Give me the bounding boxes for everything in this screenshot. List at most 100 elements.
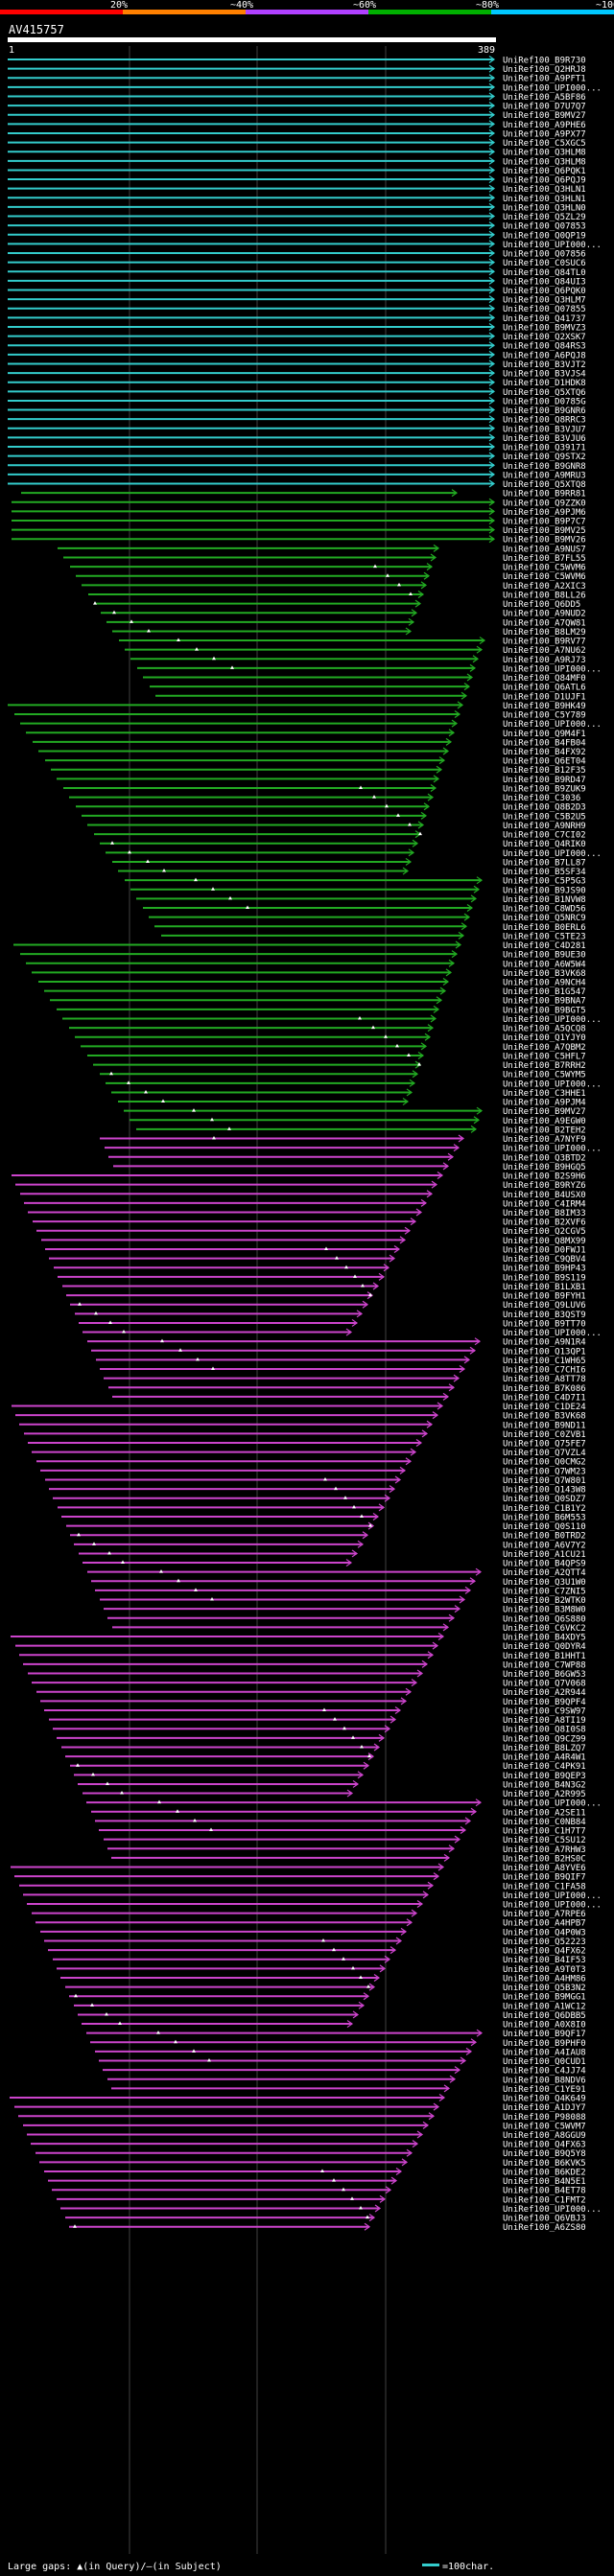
bar-end-arrow bbox=[449, 2075, 457, 2083]
hit-label: UniRef100_B9MV25 bbox=[503, 526, 586, 536]
bar-end-arrow bbox=[431, 1180, 438, 1189]
hit-label: UniRef100_A7RPE6 bbox=[503, 1910, 586, 1919]
hit-label: UniRef100_UPI000... bbox=[503, 83, 602, 93]
bar-end-arrow bbox=[433, 1005, 440, 1013]
hit-label: UniRef100_C9SW97 bbox=[503, 1706, 586, 1716]
legend-color-5 bbox=[491, 10, 614, 14]
legend-label-5: ~100% bbox=[596, 0, 614, 11]
bar-end-arrow bbox=[439, 986, 447, 995]
query-gap-marker bbox=[332, 2178, 336, 2182]
hit-label: UniRef100_Q1YJY0 bbox=[503, 1033, 586, 1043]
hit-label: UniRef100_Q6ET04 bbox=[503, 757, 586, 767]
hit-label: UniRef100_Q8MX99 bbox=[503, 1237, 586, 1246]
hit-label: UniRef100_A7QBM2 bbox=[503, 1043, 586, 1053]
hit-label: UniRef100_A1CU21 bbox=[503, 1550, 586, 1560]
bar-end-arrow bbox=[488, 156, 496, 165]
hit-label: UniRef100_B9HP43 bbox=[503, 1265, 586, 1274]
hit-label: UniRef100_C1WH65 bbox=[503, 1357, 586, 1366]
hit-label: UniRef100_B7LL87 bbox=[503, 858, 586, 868]
hit-label: UniRef100_B9MGG1 bbox=[503, 1993, 586, 2003]
bar-end-arrow bbox=[412, 2140, 419, 2148]
bar-end-arrow bbox=[469, 1577, 477, 1586]
bar-end-arrow bbox=[453, 1144, 460, 1152]
hit-label: UniRef100_C3HHE1 bbox=[503, 1089, 586, 1099]
bar-end-arrow bbox=[422, 2121, 430, 2129]
hit-label: UniRef100_UPI000... bbox=[503, 1015, 602, 1025]
bar-end-arrow bbox=[379, 1964, 387, 1973]
hit-label: UniRef100_Q3BTD2 bbox=[503, 1153, 586, 1163]
bar-end-arrow bbox=[427, 793, 435, 801]
hit-label: UniRef100_C5WVM6 bbox=[503, 572, 586, 582]
hit-label: UniRef100_C5TE23 bbox=[503, 932, 586, 941]
hit-label: UniRef100_Q07853 bbox=[503, 222, 586, 232]
hit-label: UniRef100_C1DE24 bbox=[503, 1403, 586, 1412]
query-gap-marker bbox=[386, 573, 390, 577]
bar-end-arrow bbox=[488, 452, 496, 460]
bar-end-arrow bbox=[411, 1679, 418, 1687]
query-gap-marker bbox=[106, 1781, 109, 1785]
hit-label: UniRef100_B0ERL6 bbox=[503, 923, 586, 933]
bar-end-arrow bbox=[469, 663, 477, 672]
bar-end-arrow bbox=[488, 470, 496, 478]
query-gap-marker bbox=[211, 1366, 215, 1371]
bar-end-arrow bbox=[488, 276, 496, 285]
hit-label: UniRef100_C3036 bbox=[503, 794, 580, 803]
hit-label: UniRef100_B9RR81 bbox=[503, 490, 586, 499]
query-gap-marker bbox=[344, 1265, 348, 1269]
legend-color-4 bbox=[368, 10, 491, 14]
hit-label: UniRef100_A9RJ73 bbox=[503, 656, 586, 665]
query-gap-marker bbox=[246, 905, 249, 910]
bar-end-arrow bbox=[488, 341, 496, 350]
hit-label: UniRef100_C1YE91 bbox=[503, 2085, 586, 2095]
hit-label: UniRef100_A9PHE6 bbox=[503, 121, 586, 130]
bar-end-arrow bbox=[488, 332, 496, 340]
bar-end-arrow bbox=[432, 1411, 439, 1420]
bar-end-arrow bbox=[488, 406, 496, 414]
bar-end-arrow bbox=[362, 1531, 369, 1540]
bar-end-arrow bbox=[345, 1559, 353, 1567]
bar-end-arrow bbox=[423, 571, 431, 580]
bar-end-arrow bbox=[488, 82, 496, 91]
query-gap-marker bbox=[192, 1108, 196, 1112]
bar-end-arrow bbox=[426, 563, 434, 571]
query-gap-marker bbox=[320, 2169, 324, 2172]
query-gap-marker bbox=[359, 785, 363, 789]
bar-end-arrow bbox=[415, 1208, 423, 1217]
query-gap-marker bbox=[144, 1089, 148, 1094]
bar-end-arrow bbox=[372, 1512, 380, 1520]
hit-label: UniRef100_Q39171 bbox=[503, 444, 586, 453]
bar-end-arrow bbox=[488, 415, 496, 424]
bar-end-arrow bbox=[488, 221, 496, 230]
bar-end-arrow bbox=[430, 783, 437, 792]
query-gap-marker bbox=[159, 1569, 163, 1573]
hit-label: UniRef100_B9JS90 bbox=[503, 886, 586, 895]
hit-label: UniRef100_B8NDV6 bbox=[503, 2076, 586, 2085]
hit-label: UniRef100_Q3HLN0 bbox=[503, 203, 586, 213]
bar-end-arrow bbox=[437, 1863, 445, 1871]
bar-end-arrow bbox=[378, 1733, 386, 1742]
bar-end-arrow bbox=[448, 1383, 456, 1392]
bar-end-arrow bbox=[488, 92, 496, 101]
bar-end-arrow bbox=[488, 212, 496, 220]
bar-end-arrow bbox=[438, 2094, 446, 2102]
hit-label: UniRef100_B9RYZ6 bbox=[503, 1181, 586, 1191]
bar-end-arrow bbox=[488, 166, 496, 174]
hit-label: UniRef100_B4QPS9 bbox=[503, 1560, 586, 1569]
hit-label: UniRef100_Q3HLM7 bbox=[503, 296, 586, 306]
query-gap-marker bbox=[418, 831, 422, 836]
hit-label: UniRef100_B9S119 bbox=[503, 1273, 586, 1283]
hit-label: UniRef100_A6PQJ8 bbox=[503, 351, 586, 360]
hit-label: UniRef100_C5P5G3 bbox=[503, 877, 586, 887]
bar-end-arrow bbox=[400, 1697, 408, 1706]
bar-end-arrow bbox=[373, 1973, 381, 1982]
bar-end-arrow bbox=[463, 1356, 471, 1364]
hit-label: UniRef100_B9QF17 bbox=[503, 2030, 586, 2039]
query-gap-marker bbox=[409, 592, 413, 595]
hit-label: UniRef100_B9R730 bbox=[503, 57, 586, 66]
bar-end-arrow bbox=[488, 443, 496, 452]
bar-end-arrow bbox=[454, 710, 461, 719]
legend-color-1 bbox=[0, 10, 123, 14]
query-gap-marker bbox=[334, 1486, 338, 1491]
bar-end-arrow bbox=[372, 1282, 380, 1290]
bar-end-arrow bbox=[442, 1162, 450, 1171]
